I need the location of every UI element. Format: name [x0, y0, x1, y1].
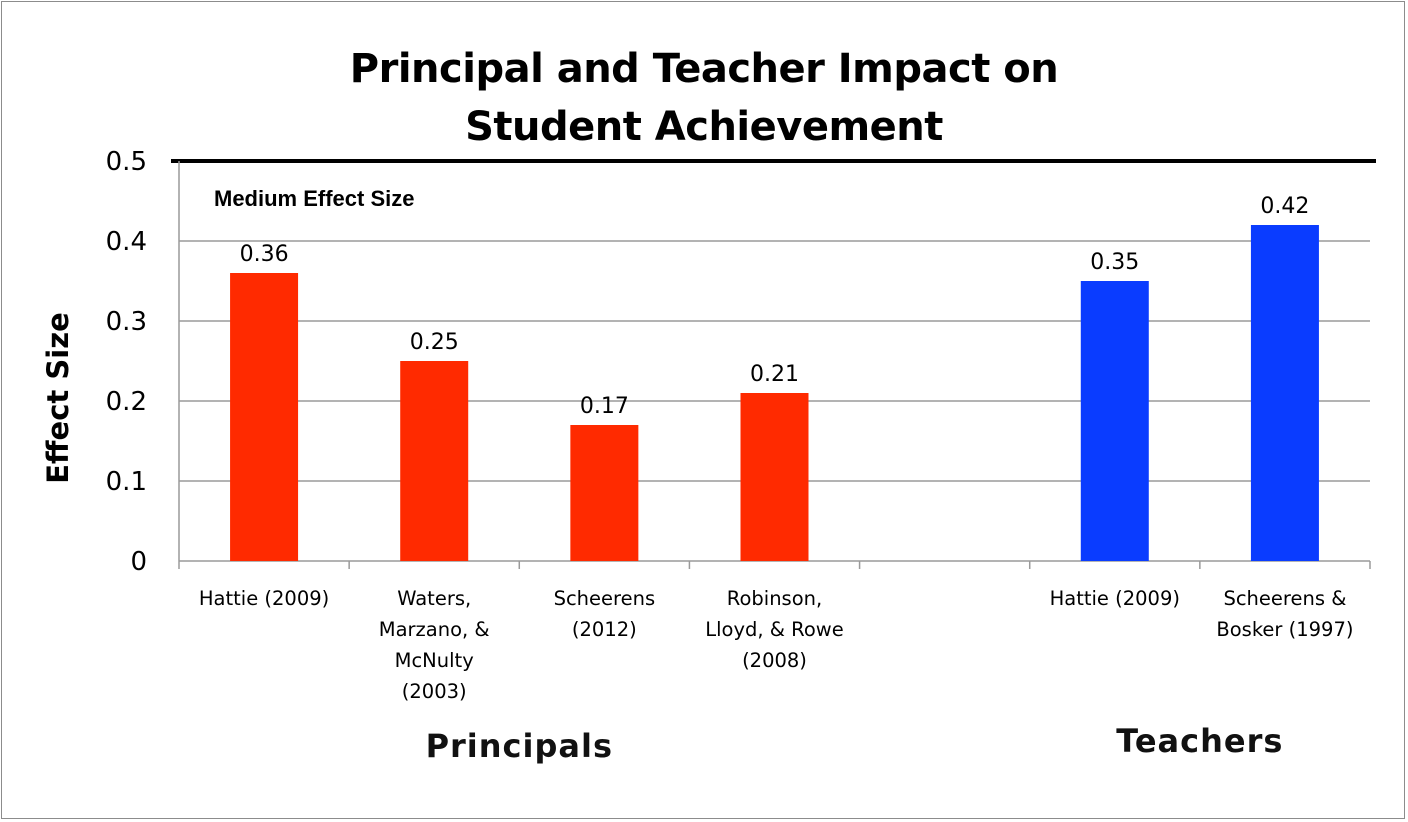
- bar-teachers: [1080, 281, 1149, 561]
- y-tick-label: 0: [130, 547, 147, 577]
- y-tick-label: 0.1: [106, 467, 147, 497]
- data-label: 0.42: [1260, 194, 1309, 219]
- x-category-label: Scheerens (2012): [553, 587, 656, 641]
- x-category-label: Waters, Marzano, & McNulty (2003): [378, 587, 490, 703]
- annotation-medium-effect-size: Medium Effect Size: [214, 186, 414, 211]
- bar-teachers: [1250, 225, 1319, 561]
- bar-principals: [570, 425, 639, 561]
- y-tick-label: 0.3: [106, 307, 147, 337]
- group-label-teachers: Teachers: [1116, 722, 1284, 760]
- y-tick-label: 0.5: [106, 147, 147, 177]
- data-label: 0.36: [240, 242, 289, 267]
- data-label: 0.17: [580, 394, 629, 419]
- bar-principals: [400, 361, 469, 561]
- y-tick-label: 0.4: [106, 227, 147, 257]
- bar-principals: [230, 273, 299, 561]
- y-tick-label: 0.2: [106, 387, 147, 417]
- data-label: 0.25: [410, 330, 459, 355]
- x-category-label: Robinson, Lloyd, & Rowe (2008): [705, 587, 844, 672]
- x-category-label: Hattie (2009): [198, 587, 330, 610]
- x-category-label: Scheerens & Bosker (1997): [1216, 587, 1354, 641]
- chart-title: Principal and Teacher Impact on Student …: [0, 40, 1408, 156]
- chart-title-line-1: Principal and Teacher Impact on: [349, 46, 1059, 92]
- x-category-label: Hattie (2009): [1049, 587, 1180, 610]
- group-label-principals: Principals: [425, 727, 613, 765]
- data-label: 0.35: [1090, 250, 1139, 275]
- bar-principals: [740, 393, 809, 561]
- data-label: 0.21: [750, 362, 799, 387]
- chart-title-line-2: Student Achievement: [465, 104, 943, 150]
